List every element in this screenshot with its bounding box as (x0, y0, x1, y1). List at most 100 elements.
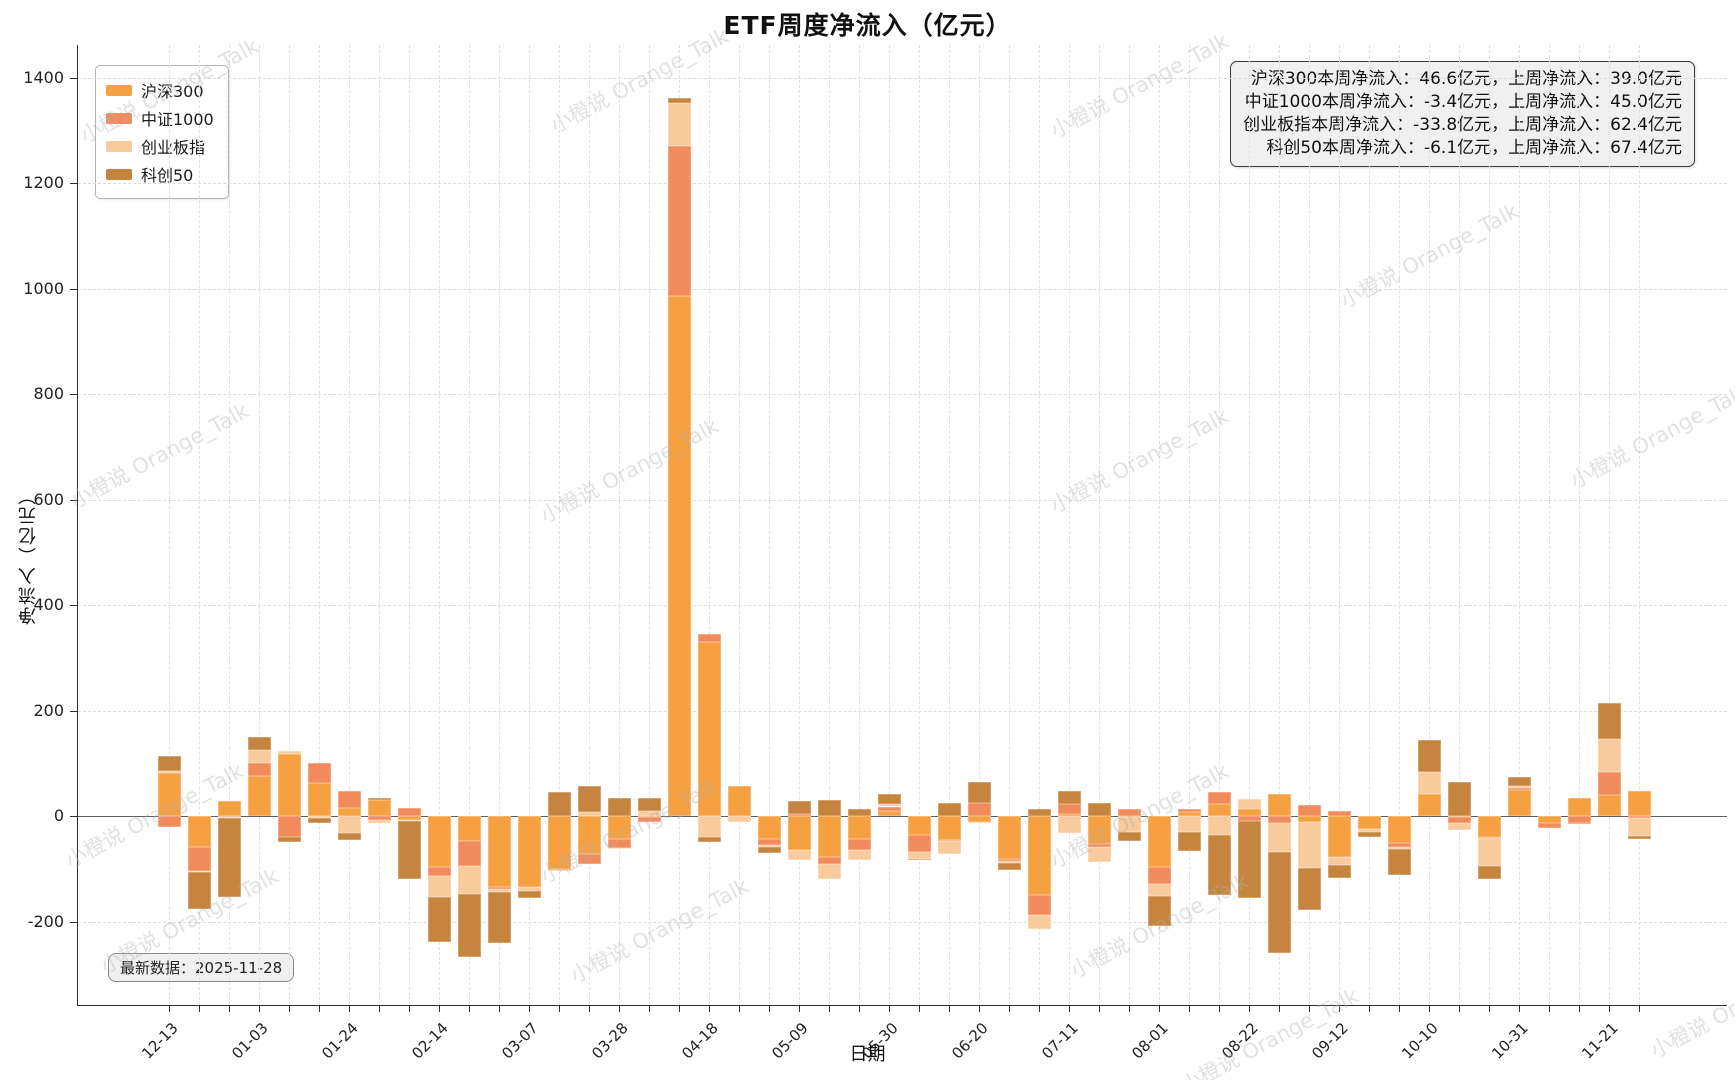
legend-swatch-icon (106, 84, 132, 96)
x-tick (319, 1005, 320, 1012)
bar-segment (367, 797, 391, 801)
v-gridline (1249, 45, 1250, 1005)
bar-segment (1237, 816, 1261, 822)
bar-segment (187, 872, 211, 910)
bar-segment (757, 816, 781, 839)
bar-segment (337, 790, 361, 808)
h-gridline (78, 499, 1727, 501)
legend-label: 沪深300 (141, 82, 204, 101)
v-gridline (949, 45, 950, 1005)
bar-segment (1567, 816, 1591, 823)
bar-segment (817, 816, 841, 857)
x-tick (259, 1005, 260, 1012)
bar-segment (937, 816, 961, 841)
bar-segment (667, 296, 691, 816)
bar-segment (1507, 787, 1531, 791)
v-gridline (199, 45, 200, 1005)
bar-segment (337, 833, 361, 840)
x-tick (499, 1005, 500, 1012)
bar-segment (1267, 851, 1291, 954)
bar-segment (1057, 816, 1081, 834)
v-gridline (379, 45, 380, 1005)
y-tick (70, 394, 77, 395)
v-gridline (709, 45, 710, 1005)
bar-segment (937, 841, 961, 854)
bar-segment (1537, 823, 1561, 828)
bar-segment (277, 753, 301, 816)
bar-segment (547, 869, 571, 872)
x-tick (949, 1005, 950, 1012)
bar-segment (967, 816, 991, 822)
y-tick (70, 710, 77, 712)
legend: 沪深300 中证1000 创业板指科创50 (95, 65, 229, 199)
h-gridline (78, 77, 1727, 79)
bar-segment (877, 811, 901, 816)
bar-segment (847, 849, 871, 861)
bar-segment (607, 797, 631, 816)
bar-segment (1627, 816, 1651, 818)
bar-segment (1537, 816, 1561, 824)
bar-segment (1057, 803, 1081, 814)
bar-segment (1507, 790, 1531, 816)
y-tick (70, 77, 77, 79)
x-tick (349, 1005, 350, 1012)
bar-segment (487, 891, 511, 944)
bar-segment (397, 816, 421, 821)
bar-segment (637, 817, 661, 822)
v-gridline (1519, 45, 1520, 1005)
bar-segment (817, 799, 841, 816)
v-gridline (289, 45, 290, 1005)
v-gridline (319, 45, 320, 1005)
x-tick (919, 1005, 920, 1012)
y-tick (70, 288, 77, 290)
legend-label: 中证1000 (141, 110, 214, 129)
bar-segment (1477, 866, 1501, 880)
stats-line: 创业板指本周净流入：-33.8亿元，上周净流入：62.4亿元 (1243, 114, 1682, 135)
bar-segment (487, 888, 511, 892)
bar-segment (1117, 831, 1141, 841)
legend-item: 中证1000 (106, 106, 214, 130)
v-gridline (889, 45, 890, 1005)
legend-item: 沪深300 (106, 78, 214, 102)
bar-segment (1597, 795, 1621, 816)
bar-segment (1597, 771, 1621, 796)
bar-segment (427, 897, 451, 943)
bar-segment (1087, 802, 1111, 816)
bar-segment (247, 776, 271, 816)
legend-item: 科创50 (106, 162, 214, 186)
v-gridline (469, 45, 470, 1005)
bar-segment (1477, 838, 1501, 867)
x-tick (439, 1005, 440, 1012)
h-gridline (78, 921, 1727, 923)
bar-segment (337, 816, 361, 834)
bar-segment (847, 816, 871, 839)
v-gridline (769, 45, 770, 1005)
x-tick (529, 1005, 530, 1012)
bar-segment (1237, 808, 1261, 816)
bar-segment (997, 862, 1021, 871)
v-gridline (349, 45, 350, 1005)
v-gridline (1429, 45, 1430, 1005)
x-tick (1609, 1005, 1610, 1012)
bar-segment (1207, 816, 1231, 835)
bar-segment (1027, 808, 1051, 816)
x-tick (1189, 1005, 1190, 1012)
x-tick (979, 1005, 980, 1012)
y-axis-spine (77, 45, 78, 1005)
y-tick-label: -200 (27, 911, 64, 931)
bar-segment (157, 816, 181, 828)
x-tick (409, 1005, 410, 1012)
bar-segment (187, 816, 211, 847)
x-tick (709, 1005, 710, 1012)
legend-swatch-icon (106, 168, 132, 180)
bar-segment (607, 816, 631, 840)
bar-segment (877, 794, 901, 804)
v-gridline (1129, 45, 1130, 1005)
bar-segment (247, 763, 271, 777)
legend-label: 创业板指 (141, 138, 206, 157)
bar-segment (1117, 808, 1141, 816)
x-tick (1459, 1005, 1460, 1012)
v-gridline (1039, 45, 1040, 1005)
y-tick (70, 921, 77, 923)
